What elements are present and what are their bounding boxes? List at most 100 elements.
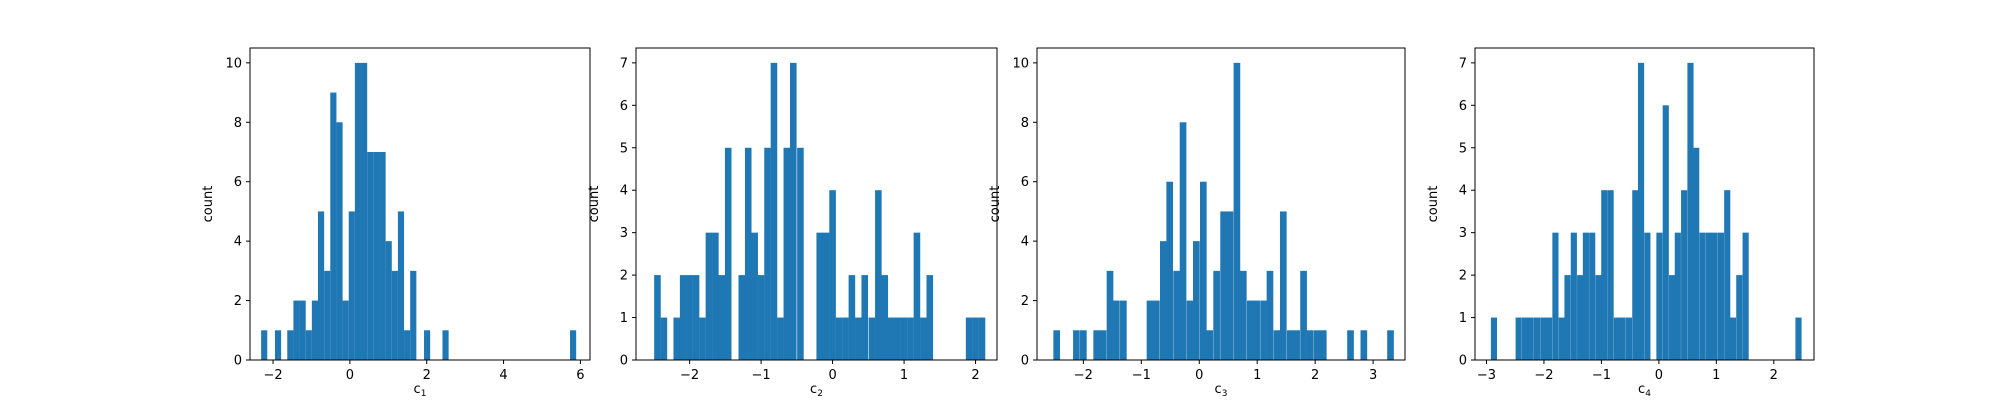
y-tick-label: 4: [620, 184, 628, 199]
y-tick-label: 6: [1021, 175, 1029, 190]
histogram-bar: [875, 190, 882, 360]
histogram-bar: [361, 62, 368, 361]
histogram-bar: [442, 330, 449, 360]
x-tick-label: 1: [1253, 368, 1261, 383]
histogram-bar: [881, 275, 889, 360]
histogram-bar: [978, 317, 986, 360]
histogram-bar: [822, 232, 830, 360]
histogram-bar: [1206, 330, 1214, 360]
histogram-bar: [385, 241, 392, 360]
histogram-bar: [777, 317, 784, 360]
axes-frame: [1036, 47, 1406, 361]
histogram-bar: [1613, 317, 1620, 360]
histogram-bar: [324, 270, 331, 360]
histogram-bar: [907, 317, 914, 360]
histogram-bar: [757, 275, 765, 360]
histogram-bar: [391, 270, 398, 360]
histogram-bar: [1527, 317, 1534, 360]
histogram-bar: [1160, 241, 1167, 360]
histogram-bar: [660, 317, 668, 360]
histogram-bar: [274, 330, 282, 360]
histogram-bar: [679, 275, 687, 360]
histogram-bar: [744, 147, 752, 360]
histogram-bar: [1153, 300, 1160, 360]
y-tick-label: 2: [1459, 269, 1467, 284]
histogram-bar: [1146, 300, 1154, 360]
histogram-bar: [1589, 232, 1596, 360]
histogram-bar: [424, 330, 431, 360]
y-axis-label: count: [201, 186, 216, 223]
histogram-bar: [1253, 300, 1260, 360]
axes-frame: [1474, 47, 1815, 361]
histogram-bar: [1705, 232, 1712, 360]
histogram-bar: [1300, 270, 1307, 360]
x-tick-label: 2: [971, 368, 979, 383]
histogram-bar: [972, 317, 979, 360]
histogram-bar: [342, 300, 349, 360]
histogram-bar: [926, 275, 934, 360]
histogram-bar: [1186, 300, 1194, 360]
histogram-bar: [1711, 232, 1718, 360]
x-tick-label: 3: [1369, 368, 1377, 383]
histogram-bar: [1742, 232, 1749, 360]
histogram-bar: [1724, 190, 1731, 360]
axes-frame: [249, 47, 591, 361]
histogram-bar: [1313, 330, 1321, 360]
x-tick-label: 0: [1655, 368, 1663, 383]
histogram-bar: [1644, 232, 1651, 360]
histogram-bar: [724, 147, 732, 360]
histogram-bar: [965, 317, 973, 360]
histogram-bar: [1570, 232, 1577, 360]
histogram-bar: [1226, 211, 1234, 360]
y-tick-label: 6: [234, 175, 242, 190]
histogram-bar: [311, 300, 318, 360]
y-tick-label: 6: [620, 99, 628, 114]
x-axis-label: c3: [1215, 382, 1228, 399]
histogram-bar: [570, 330, 577, 360]
histogram-bar: [894, 317, 901, 360]
histogram-bar: [1601, 190, 1608, 360]
histogram-bar: [1656, 232, 1663, 360]
x-tick-label: −1: [1592, 368, 1611, 383]
x-tick-label: 1: [1712, 368, 1720, 383]
y-tick-label: 3: [620, 226, 628, 241]
histogram-bar: [1693, 147, 1700, 360]
histogram-bar: [1387, 330, 1394, 360]
x-tick-label: −1: [752, 368, 771, 383]
histogram-bar: [1687, 62, 1694, 361]
y-tick-label: 0: [234, 354, 242, 369]
histogram-bar: [1099, 330, 1107, 360]
y-tick-label: 10: [225, 56, 242, 71]
x-tick-label: −2: [263, 368, 282, 383]
histogram-panel-2: −2 −1 0 1 2 0 1 2 3 4 5 6 7 c2 count: [587, 47, 998, 399]
x-tick-label: −2: [680, 368, 699, 383]
histogram-bar: [1582, 232, 1589, 360]
histogram-bar: [1717, 232, 1724, 360]
y-tick-label: 2: [234, 294, 242, 309]
x-tick-label: 2: [423, 368, 431, 383]
histogram-bar: [1637, 62, 1645, 361]
histogram-bar: [299, 300, 306, 360]
histogram-bar: [692, 275, 700, 360]
y-tick-label: 0: [1021, 354, 1029, 369]
histogram-bar: [1246, 300, 1254, 360]
y-tick-label: 0: [1459, 354, 1467, 369]
histogram-bar: [1619, 317, 1626, 360]
histogram-bar: [367, 152, 374, 360]
y-tick-label: 5: [620, 141, 628, 156]
histogram-bar: [1729, 317, 1737, 360]
histogram-bar: [673, 317, 681, 360]
y-tick-label: 4: [1021, 235, 1029, 250]
histogram-bar: [379, 152, 386, 360]
histogram-bar: [1558, 317, 1565, 360]
histogram-bar: [738, 275, 746, 360]
histogram-bar: [1540, 317, 1547, 360]
histogram-bar: [1173, 270, 1180, 360]
histogram-bar: [1669, 275, 1676, 360]
histogram-bar: [1674, 232, 1681, 360]
histogram-bar: [1681, 190, 1688, 360]
histogram-bar: [816, 232, 824, 360]
x-tick-label: 6: [576, 368, 584, 383]
histogram-bar: [699, 317, 706, 360]
